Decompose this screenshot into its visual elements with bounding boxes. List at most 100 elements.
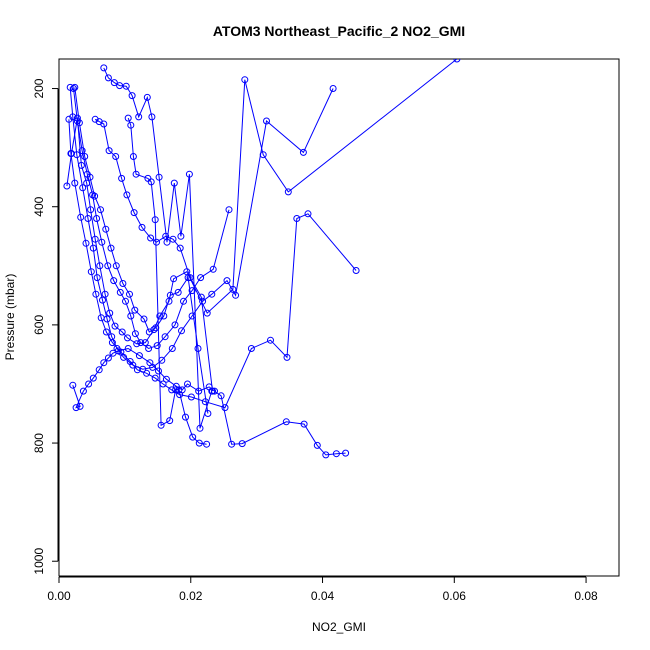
data-point [241,76,249,84]
data-point [129,153,137,160]
data-point [208,387,216,395]
data-point [147,178,155,186]
series-line [127,117,207,445]
data-point [124,114,132,122]
plot-area-border [58,58,620,577]
data-point [203,309,211,317]
data-point [96,262,104,270]
data-point [143,93,151,101]
data-point [194,345,202,352]
data-point [352,267,360,274]
data-point [132,170,140,178]
data-point [313,441,321,449]
data-point [92,290,100,298]
data-point [77,213,85,221]
data-point [175,386,183,394]
data-point [93,215,101,222]
x-tick-label: 0.06 [443,589,467,603]
data-point [170,275,178,283]
data-point [155,367,162,375]
x-axis: 0.00 0.02 0.04 0.06 0.08 [47,576,598,603]
data-point [117,348,125,356]
data-point [63,182,71,190]
y-tick-label: 600 [32,315,46,335]
data-point [184,274,192,282]
data-point [221,404,229,412]
data-point [174,288,182,296]
data-point [116,82,124,90]
data-point [177,232,185,240]
x-axis-label: NO2_GMI [312,620,366,634]
data-point [135,113,143,121]
data-point [91,192,99,200]
data-point [91,115,99,123]
data-point [169,235,177,243]
data-point [151,216,159,224]
data-point [137,339,145,347]
data-point [124,345,132,352]
series-line [72,347,346,456]
data-point [322,451,330,459]
data-point [342,449,350,457]
data-point [78,147,86,155]
series-5 [70,85,233,352]
data-point [217,392,225,400]
data-point [139,365,147,373]
data-point [148,113,156,121]
data-point [186,274,194,282]
data-point [84,215,92,222]
data-point [127,121,135,129]
data-point [171,321,179,329]
y-tick-label: 800 [32,433,46,453]
data-point [187,393,195,401]
data-point [153,238,160,246]
data-point [197,274,205,282]
data-point [71,179,79,187]
data-point [208,290,216,298]
data-point [166,417,174,425]
data-point [151,374,159,382]
data-point [110,277,118,285]
data-point [145,328,153,336]
data-point [98,238,106,246]
series-line [66,59,458,345]
data-point [189,433,197,441]
data-point [128,92,136,100]
data-point [176,244,184,252]
x-tick-label: 0.00 [47,589,71,603]
data-point [108,333,116,341]
data-point [156,312,164,320]
data-point [131,330,139,338]
data-point [267,336,274,344]
data-point [453,59,461,63]
data-point [182,413,189,421]
data-point [172,386,180,394]
data-point [133,340,141,348]
data-point [93,274,101,282]
data-point [72,404,80,412]
data-point [68,150,75,157]
data-point [185,170,193,178]
series-1 [69,345,350,459]
data-point [238,440,246,448]
data-point [232,291,240,299]
data-point [228,440,236,448]
y-axis: 200 400 600 800 1000 [32,78,59,575]
data-point [112,153,120,160]
data-point [259,151,267,159]
data-point [110,79,118,87]
data-point [82,239,90,247]
data-point [87,268,95,276]
x-tick-label: 0.04 [311,589,335,603]
data-point [116,288,124,296]
x-tick-label: 0.08 [574,589,598,603]
data-point [104,354,112,362]
data-point [163,238,171,246]
data-point [157,421,165,429]
data-point [73,151,81,159]
data-point [282,418,290,426]
data-point [104,262,112,270]
